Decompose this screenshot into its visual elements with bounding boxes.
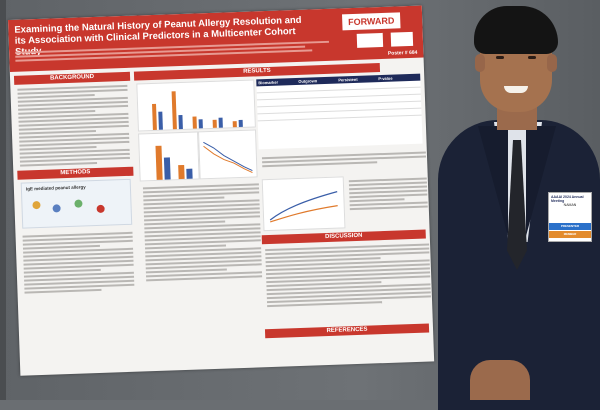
research-poster: Examining the Natural History of Peanut … (8, 5, 435, 376)
presenter-hand (470, 360, 530, 400)
results-text (140, 179, 265, 285)
presenter-smile (504, 86, 528, 93)
figure-d-caption (346, 173, 431, 214)
peanut-icon (32, 200, 41, 210)
bar (238, 119, 243, 128)
immune-cell-icon (52, 204, 61, 213)
figure-panel-b (138, 131, 200, 182)
table-header-biomarker: Biomarker (258, 79, 279, 86)
poster-number: Poster # 684 (387, 49, 418, 57)
institution-logo (356, 32, 384, 48)
bar (155, 145, 163, 180)
table-header-pvalue: P-value (378, 75, 393, 82)
forward-logo: FORWARD (342, 12, 401, 31)
bar (178, 114, 183, 130)
bar (158, 111, 163, 130)
biomarker-table: Biomarker Outgrown Persistent P-value (256, 73, 423, 150)
bar (152, 103, 157, 131)
figure-panel-c (198, 129, 258, 180)
figure-panel-d (261, 176, 346, 232)
bar (212, 119, 217, 128)
table-header-persistent: Persistent (338, 76, 358, 83)
left-eye (496, 56, 504, 59)
methods-figure: IgE mediated peanut allergy (20, 178, 133, 229)
presenter-hair (474, 6, 558, 54)
right-ear (547, 54, 557, 72)
reaction-icon (96, 204, 105, 214)
badge-name: NAMAN (563, 203, 577, 207)
discussion-text (262, 239, 434, 311)
university-logo (390, 31, 414, 47)
bar (163, 157, 171, 180)
bar (192, 116, 197, 129)
badge-organization: AAAAI 2024 Annual Meeting (551, 195, 584, 203)
table-caption (259, 147, 430, 171)
references-heading: REFERENCES (264, 323, 430, 339)
line-plot (203, 141, 253, 174)
right-eye (528, 56, 536, 59)
poster-board-edge (0, 0, 6, 400)
bar (232, 121, 237, 128)
presenter-tie (507, 140, 527, 270)
name-badge: AAAAI 2024 Annual Meeting NAMAN PRESENTE… (548, 192, 592, 242)
methods-figure-label: IgE mediated peanut allergy (25, 184, 86, 192)
badge-presenter-ribbon: PRESENTER (549, 223, 591, 230)
trajectory-plot (269, 191, 338, 223)
background-text (14, 81, 133, 171)
antibody-icon (74, 199, 83, 208)
bar (186, 168, 193, 179)
left-column: BACKGROUND METHODS IgE mediated peanut a… (13, 71, 138, 298)
table-header-outgrown: Outgrown (298, 78, 318, 84)
bar (198, 119, 203, 129)
figure-panel-a (136, 79, 256, 132)
methods-text (19, 228, 137, 298)
left-ear (475, 54, 485, 72)
badge-member-ribbon: MEMBER (549, 231, 591, 238)
bar (171, 91, 177, 130)
bar (218, 117, 223, 128)
bar (178, 164, 185, 180)
